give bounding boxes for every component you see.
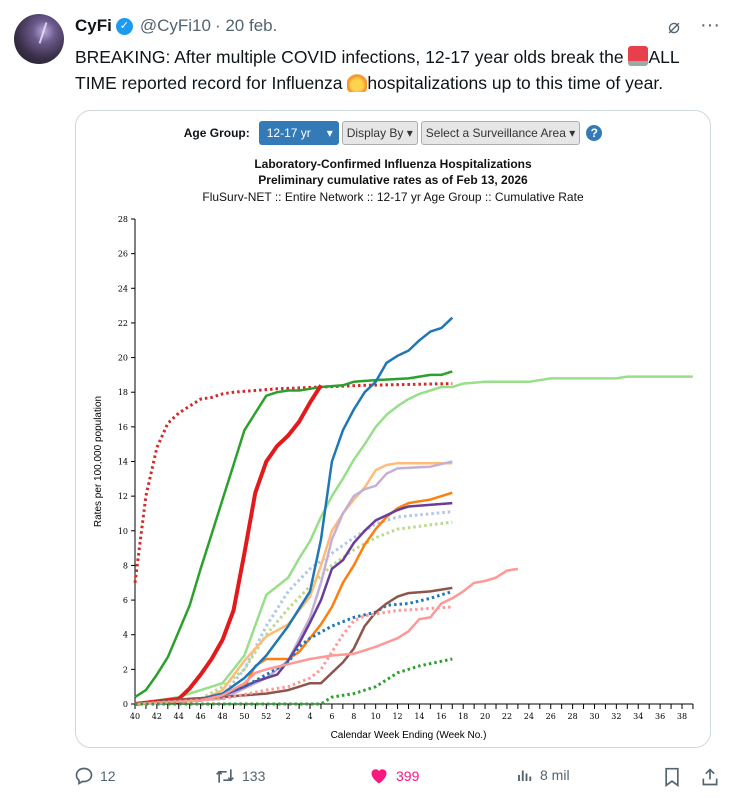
repost-icon [216,769,234,783]
x-tick-label: 36 [655,712,665,721]
more-options-icon[interactable]: ··· [700,14,720,36]
x-tick-label: 30 [589,712,599,721]
y-tick-label: 2 [123,665,128,674]
x-tick-label: 44 [174,712,184,721]
reply-button[interactable]: 12 [74,766,116,786]
x-tick-label: 4 [307,712,312,721]
chart-subtitle: Preliminary cumulative rates as of Feb 1… [258,173,528,187]
x-tick-label: 6 [329,712,334,721]
series-line-6 [134,460,453,706]
series-line-7 [134,491,453,706]
x-tick-label: 26 [546,712,556,721]
series-line-5 [134,461,453,706]
x-tick-label: 22 [502,712,512,721]
tweet-text-part: ALL TIME reported record for Influenza [75,47,679,93]
repost-button[interactable]: 133 [214,766,265,786]
grok-icon[interactable]: ⌀ [667,16,681,38]
tweet-text-part: hospitalizations up to this time of year… [367,73,664,93]
author-handle[interactable]: @CyFi10 [139,16,211,35]
verified-badge-icon: ✓ [115,17,133,35]
bookmark-button[interactable] [662,766,682,788]
series-line-10 [134,384,323,706]
views-count: 8 mil [540,767,570,783]
y-tick-label: 14 [118,458,128,467]
y-tick-label: 16 [118,423,128,432]
surveillance-area-label: Select a Surveillance Area [425,126,566,140]
x-tick-label: 52 [261,712,271,721]
views-icon [518,770,532,781]
like-count: 399 [396,768,420,784]
y-tick-label: 0 [123,700,128,709]
series-line-3 [134,510,453,706]
x-tick-label: 34 [633,712,643,721]
reply-count: 12 [100,768,116,784]
x-tick-label: 38 [677,712,687,721]
share-icon [702,768,718,786]
x-tick-label: 24 [524,712,534,721]
author-name[interactable]: CyFi [75,16,112,35]
series-line-0 [133,382,453,583]
chart-subtitle-2: FluSurv-NET :: Entire Network :: 12-17 y… [202,190,584,204]
x-tick-label: 8 [351,712,356,721]
siren-emoji-icon [628,46,649,66]
like-button[interactable]: 399 [368,766,419,786]
series-line-14 [134,605,453,706]
y-tick-label: 24 [118,284,128,293]
repost-count: 133 [242,768,266,784]
series-line-13 [134,567,519,706]
series-line-15 [135,657,453,706]
y-tick-label: 26 [118,250,128,259]
x-tick-label: 32 [611,712,621,721]
avatar[interactable] [14,14,64,64]
y-tick-label: 22 [118,319,128,328]
x-tick-label: 50 [239,712,249,721]
tweet-date[interactable]: · 20 feb. [214,16,278,35]
x-tick-label: 40 [130,712,140,721]
x-tick-label: 16 [436,712,446,721]
series-line-8 [134,501,453,706]
y-tick-label: 4 [123,631,128,640]
age-group-label: Age Group: [183,126,250,140]
y-tick-label: 18 [118,388,128,397]
display-by-select[interactable]: Display By ▾ [341,121,418,145]
views-button[interactable]: 8 mil [516,766,570,784]
chart-title: Laboratory-Confirmed Influenza Hospitali… [254,157,532,171]
y-axis-label: Rates per 100,000 population [93,396,104,527]
x-axis-label: Calendar Week Ending (Week No.) [331,730,487,741]
x-tick-label: 20 [480,712,490,721]
surveillance-area-select[interactable]: Select a Surveillance Area ▾ [420,121,581,145]
series-line-4 [134,520,453,706]
bookmark-icon [665,767,679,787]
y-tick-label: 28 [118,215,128,224]
y-tick-label: 10 [118,527,128,536]
heart-icon [371,769,387,784]
x-tick-label: 28 [568,712,578,721]
x-tick-label: 2 [286,712,291,721]
x-tick-label: 10 [371,712,381,721]
x-tick-label: 42 [152,712,162,721]
series-line-9 [134,316,454,706]
display-by-label: Display By [346,126,404,140]
fire-emoji-icon [347,72,368,92]
x-tick-label: 12 [392,712,402,721]
x-tick-label: 18 [458,712,468,721]
y-tick-label: 12 [118,492,128,501]
reply-icon [75,767,93,785]
age-group-select[interactable]: 12-17 yr [258,121,339,145]
series-line-12 [134,586,453,706]
x-tick-label: 48 [217,712,227,721]
x-tick-label: 14 [414,712,424,721]
y-tick-label: 6 [123,596,128,605]
tweet-text-part: BREAKING: After multiple COVID infection… [75,47,629,67]
help-icon[interactable]: ? [586,125,603,141]
tweet-image[interactable]: Age Group: 12-17 yr Display By ▾ Select … [75,110,711,748]
series-line-2 [134,375,693,706]
y-tick-label: 20 [118,354,128,363]
y-tick-label: 8 [123,561,128,570]
tweet-header: CyFi ✓ @CyFi10 · 20 feb. [75,16,277,36]
share-button[interactable] [700,766,720,788]
tweet-text: BREAKING: After multiple COVID infection… [75,44,725,96]
x-tick-label: 46 [196,712,206,721]
